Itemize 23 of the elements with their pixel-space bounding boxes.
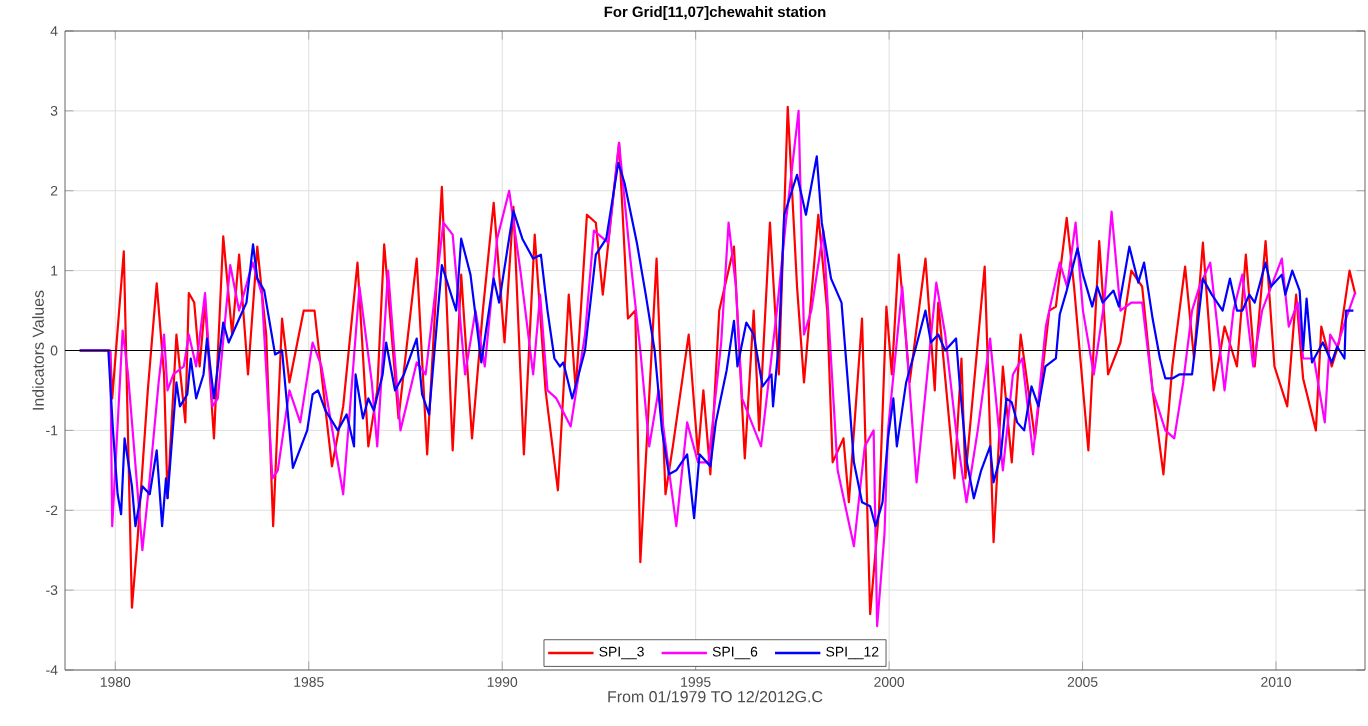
y-tick-label: 4: [50, 26, 58, 36]
chart-title: For Grid[11,07]chewahit station: [604, 6, 826, 20]
x-tick-label: 1990: [487, 677, 518, 687]
x-tick-label: 2005: [1067, 677, 1098, 687]
y-tick-label: -2: [46, 505, 58, 516]
x-tick-label: 2000: [874, 677, 905, 687]
x-axis-title: From 01/1979 TO 12/2012G.C: [608, 690, 823, 703]
legend-label: SPI__3: [599, 646, 644, 660]
x-tick-label: 1985: [294, 677, 324, 687]
y-axis-title: Indicators Values: [32, 290, 44, 410]
y-tick-label: -1: [46, 425, 58, 436]
y-tick-label: 1: [51, 265, 58, 276]
legend-label: SPI__12: [826, 646, 879, 660]
y-tick-label: 2: [50, 185, 58, 196]
x-tick-label: 1995: [681, 677, 711, 687]
x-tick-label: 2010: [1261, 677, 1291, 687]
y-tick-label: -3: [46, 585, 58, 596]
y-tick-label: -4: [46, 665, 58, 675]
y-tick-label: 3: [50, 105, 58, 116]
legend-label: SPI__6: [712, 646, 758, 660]
y-tick-label: 0: [50, 345, 58, 356]
line-series: [78, 155, 1355, 528]
x-tick-label: 1980: [100, 677, 131, 687]
